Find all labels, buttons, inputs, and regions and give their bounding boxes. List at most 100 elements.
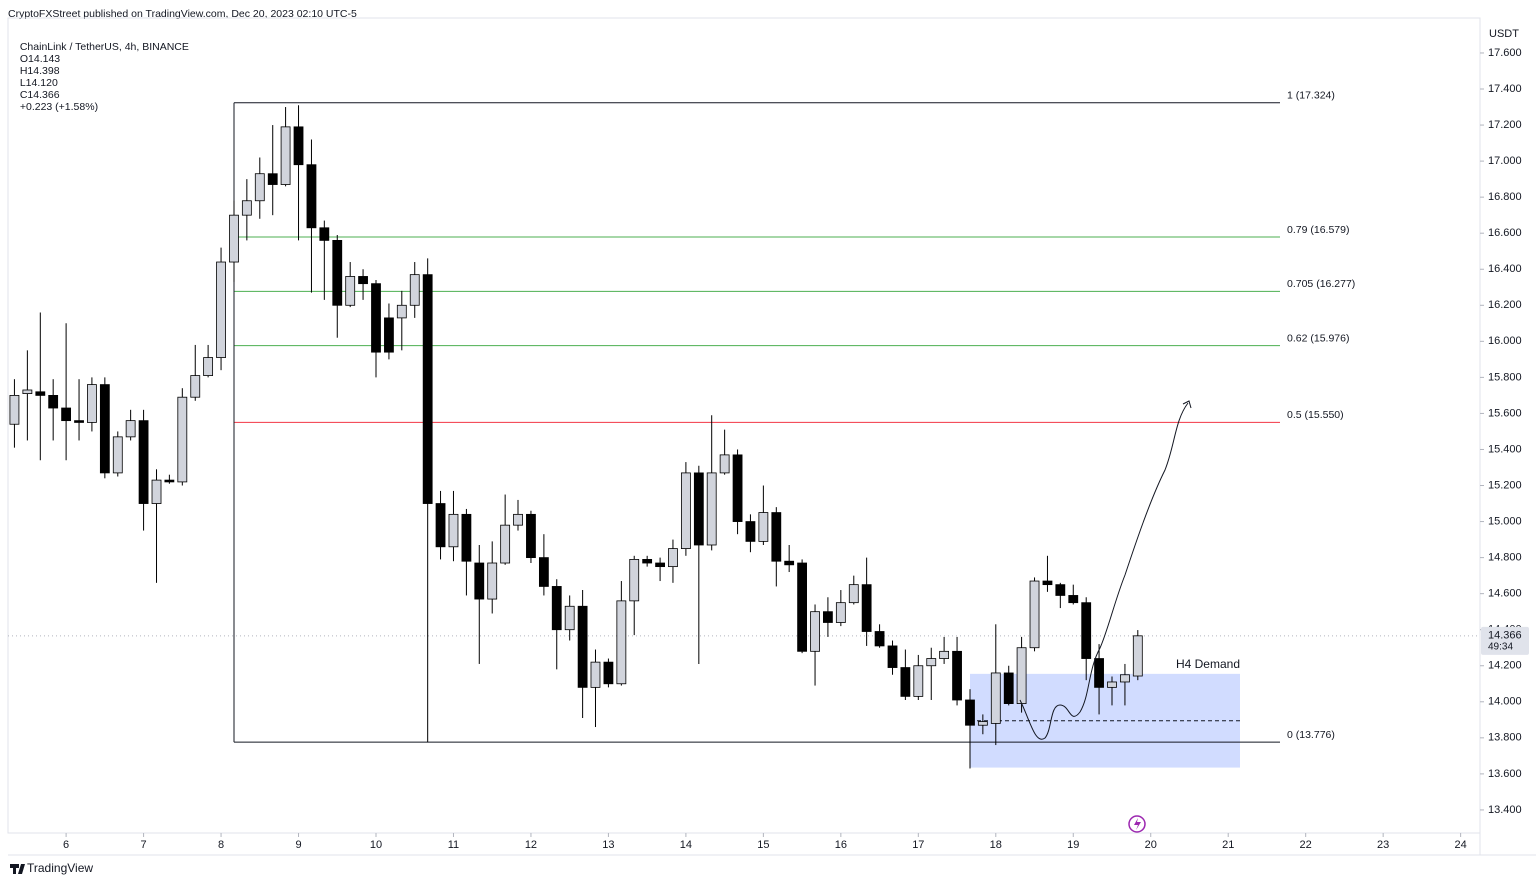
candle-body (216, 261, 226, 358)
candle-body (577, 605, 588, 688)
ohlc-close: C14.366 (19, 89, 60, 101)
x-tick-label: 6 (63, 839, 69, 851)
candle-body (874, 631, 885, 647)
x-tick-label: 15 (757, 839, 769, 851)
fib-label: 0 (13.776) (1287, 729, 1335, 741)
symbol-header: ChainLink / TetherUS, 4h, BINANCE O14.14… (14, 29, 189, 113)
y-tick-label: 14.000 (1488, 696, 1522, 708)
candle-body (913, 665, 924, 697)
ohlc-open: O14.143 (19, 53, 61, 65)
candle-body (293, 126, 304, 166)
fib-label: 0.79 (16.579) (1287, 224, 1349, 236)
candle-body (680, 472, 691, 549)
y-tick-label: 14.600 (1488, 588, 1522, 600)
y-tick-label: 17.200 (1488, 119, 1522, 131)
candle-body (345, 276, 356, 306)
candle-body (306, 164, 317, 229)
candle-body (551, 586, 562, 631)
candle-body (642, 559, 653, 564)
y-tick-label: 17.000 (1488, 155, 1522, 167)
candle-body (745, 521, 756, 542)
y-tick-label: 13.400 (1488, 804, 1522, 816)
candle-body (797, 562, 808, 652)
y-tick-label: 17.400 (1488, 83, 1522, 95)
candle-body (61, 407, 72, 422)
candle-body (396, 304, 407, 319)
candle-body (474, 562, 485, 600)
ohlc-high: H14.398 (19, 65, 60, 77)
candle-body (1094, 658, 1104, 688)
candle-body (190, 375, 201, 398)
candle-body (422, 274, 433, 504)
candle-body (564, 605, 575, 631)
candle-body (138, 420, 149, 504)
candle-body (280, 126, 291, 185)
plot-frame (7, 17, 1481, 834)
candle-body (48, 395, 59, 409)
candle-body (835, 602, 846, 623)
symbol: ChainLink / TetherUS, 4h, BINANCE (19, 41, 189, 53)
x-tick-label: 24 (1455, 839, 1467, 851)
candle-body (719, 454, 730, 474)
candle-body (926, 658, 937, 667)
candle-body (861, 584, 872, 632)
candle-body (823, 611, 833, 623)
candle-body (500, 524, 511, 564)
candle-body (435, 503, 446, 548)
candle-body (771, 512, 782, 562)
fib-label: 0.705 (16.277) (1287, 278, 1355, 290)
x-tick-label: 8 (218, 839, 224, 851)
x-tick-label: 12 (525, 839, 537, 851)
candle-body (538, 557, 549, 587)
x-tick-label: 22 (1300, 839, 1312, 851)
candle-body (164, 479, 175, 483)
last-price-box (1481, 626, 1529, 655)
ohlc-low: L14.120 (19, 77, 58, 89)
candle-body (35, 391, 46, 396)
candle-body (590, 661, 601, 688)
y-tick-label: 15.600 (1488, 407, 1522, 419)
candle-body (616, 600, 627, 685)
candle-body (1120, 674, 1130, 683)
y-tick-label: 15.200 (1488, 479, 1522, 491)
x-tick-label: 23 (1377, 839, 1389, 851)
x-tick-label: 10 (370, 839, 382, 851)
brand-logo (10, 864, 25, 874)
x-tick-label: 17 (912, 839, 924, 851)
candle-body (784, 560, 795, 566)
x-tick-label: 21 (1222, 839, 1234, 851)
x-tick-label: 11 (448, 839, 459, 851)
y-tick-label: 13.800 (1488, 732, 1522, 744)
x-tick-label: 7 (141, 839, 147, 851)
candle-body (900, 667, 911, 697)
last-price-label: 14.366 (1488, 630, 1522, 642)
candle-body (203, 357, 214, 376)
y-tick-label: 16.400 (1488, 263, 1522, 275)
candle-body (371, 283, 381, 353)
ohlc-change: +0.223 (+1.58%) (19, 101, 99, 113)
event-icon[interactable] (1128, 815, 1146, 833)
candle-body (655, 562, 665, 568)
candle-body (1003, 672, 1014, 704)
candle-body (887, 645, 898, 668)
candle-body (1055, 584, 1066, 596)
y-tick-label: 17.600 (1488, 47, 1522, 59)
brand: TradingView (27, 861, 93, 875)
x-tick-label: 9 (295, 839, 301, 851)
candle-body (513, 513, 523, 526)
candle-body (990, 672, 1001, 724)
candle-body (1042, 580, 1053, 586)
x-tick-label: 14 (680, 839, 692, 851)
candle-body (409, 274, 420, 306)
y-tick-label: 16.800 (1488, 191, 1522, 203)
candle-body (384, 317, 394, 353)
x-tick-label: 13 (602, 839, 614, 851)
candle-body (1029, 580, 1040, 649)
candle-body (448, 513, 459, 548)
fib-label: 1 (17.324) (1287, 89, 1335, 101)
candle-body (229, 214, 239, 263)
x-tick-label: 19 (1067, 839, 1079, 851)
candle-body (332, 240, 343, 306)
candle-body (99, 384, 110, 474)
